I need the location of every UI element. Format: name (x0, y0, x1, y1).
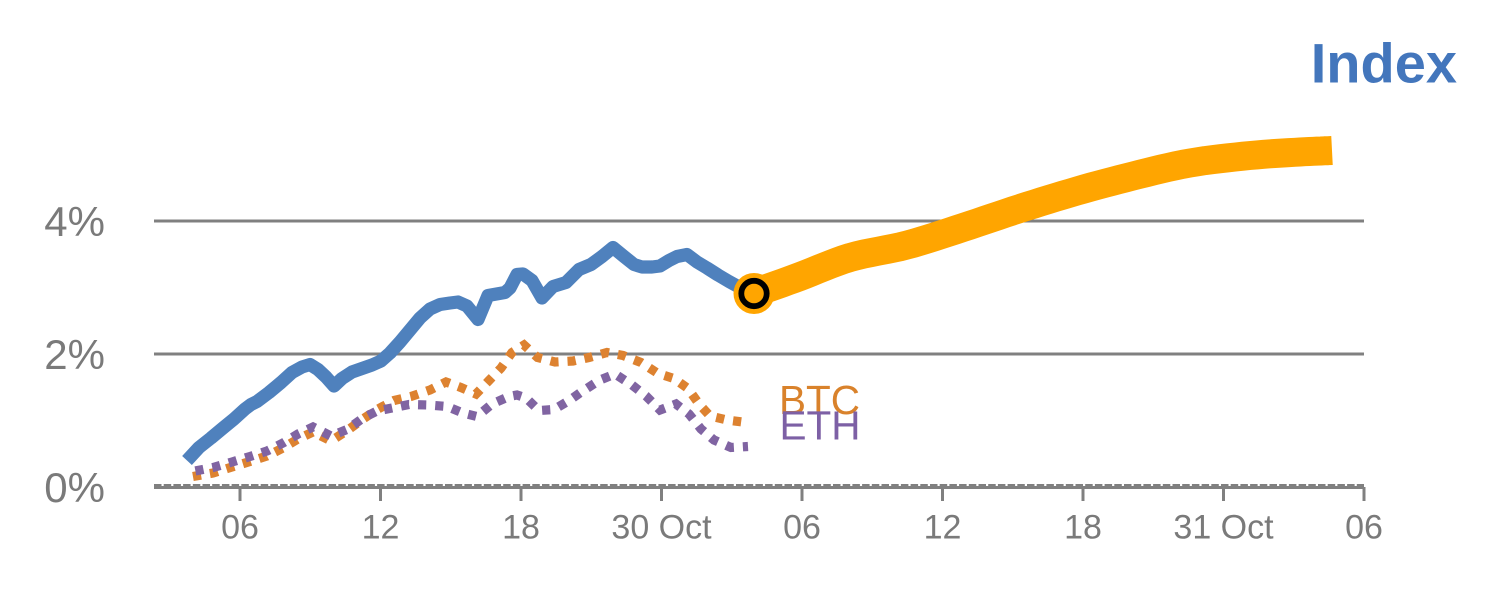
svg-text:4%: 4% (44, 198, 105, 245)
svg-text:06: 06 (783, 509, 821, 547)
svg-text:Index: Index (1311, 32, 1457, 95)
svg-text:18: 18 (1064, 509, 1102, 547)
svg-text:2%: 2% (44, 331, 105, 378)
svg-text:BTC: BTC (779, 377, 860, 423)
svg-text:30 Oct: 30 Oct (611, 509, 712, 547)
svg-text:12: 12 (924, 509, 962, 547)
svg-text:12: 12 (362, 509, 400, 547)
svg-text:06: 06 (1345, 509, 1383, 547)
svg-text:ETH: ETH (780, 403, 861, 449)
svg-text:31 Oct: 31 Oct (1173, 509, 1274, 547)
svg-text:0%: 0% (44, 464, 105, 511)
svg-text:18: 18 (502, 509, 540, 547)
svg-text:06: 06 (221, 509, 259, 547)
